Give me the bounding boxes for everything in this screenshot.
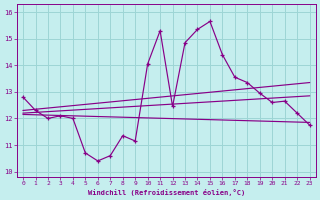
X-axis label: Windchill (Refroidissement éolien,°C): Windchill (Refroidissement éolien,°C): [88, 189, 245, 196]
